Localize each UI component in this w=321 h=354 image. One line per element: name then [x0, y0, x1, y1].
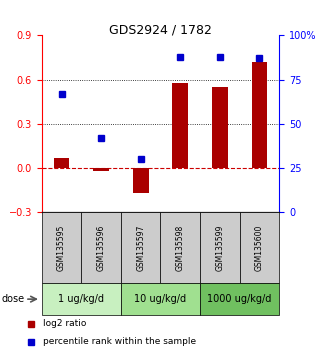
Bar	[252, 62, 267, 168]
Text: GSM135600: GSM135600	[255, 224, 264, 271]
Bar	[121, 283, 200, 315]
Text: 1 ug/kg/d: 1 ug/kg/d	[58, 294, 104, 304]
Text: GDS2924 / 1782: GDS2924 / 1782	[109, 23, 212, 36]
Bar	[42, 212, 81, 283]
Text: 1000 ug/kg/d: 1000 ug/kg/d	[207, 294, 272, 304]
Text: 10 ug/kg/d: 10 ug/kg/d	[134, 294, 187, 304]
Bar	[200, 212, 240, 283]
Bar	[172, 82, 188, 168]
Text: percentile rank within the sample: percentile rank within the sample	[43, 337, 196, 346]
Text: GSM135595: GSM135595	[57, 224, 66, 271]
Text: GSM135597: GSM135597	[136, 224, 145, 271]
Bar	[42, 283, 121, 315]
Text: GSM135596: GSM135596	[97, 224, 106, 271]
Bar	[212, 87, 228, 168]
Bar	[121, 212, 160, 283]
Text: log2 ratio: log2 ratio	[43, 319, 87, 329]
Bar	[93, 168, 109, 171]
Bar	[81, 212, 121, 283]
Bar	[200, 283, 279, 315]
Bar	[240, 212, 279, 283]
Text: dose: dose	[2, 294, 25, 304]
Text: GSM135598: GSM135598	[176, 225, 185, 271]
Text: GSM135599: GSM135599	[215, 224, 224, 271]
Bar	[54, 158, 69, 168]
Bar	[160, 212, 200, 283]
Bar	[133, 168, 149, 193]
